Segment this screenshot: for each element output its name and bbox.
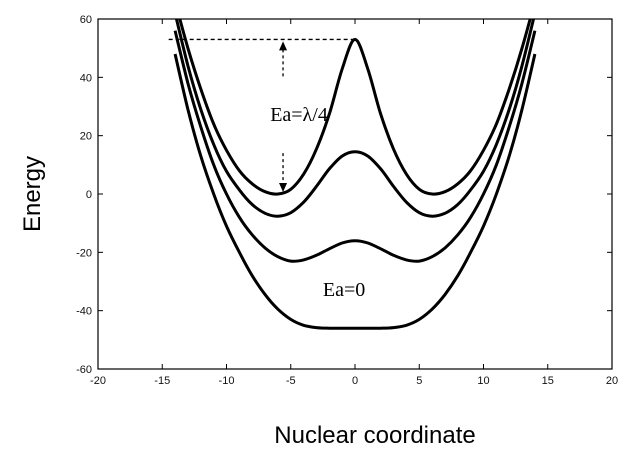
- arrow-head-up: [279, 41, 288, 51]
- energy-curve-1: [178, 19, 532, 196]
- x-tick-label: 5: [416, 375, 422, 387]
- x-tick-label: 20: [606, 375, 618, 387]
- y-tick-label: -20: [76, 247, 92, 259]
- energy-curve-4: [173, 53, 537, 330]
- x-tick-label: -20: [90, 375, 106, 387]
- x-tick-label: -10: [219, 375, 235, 387]
- x-tick-label: 0: [352, 375, 358, 387]
- x-axis-ticks: -20 -15 -10 -5 0 5 10 15 20: [90, 19, 618, 387]
- plot-frame: [97, 18, 613, 370]
- y-tick-label: 20: [80, 131, 92, 143]
- y-axis-ticks: -60 -40 -20 0 20 40 60: [76, 14, 612, 376]
- y-axis-title: Energy: [19, 156, 46, 232]
- plot-border: [97, 18, 613, 370]
- y-tick-label: 60: [80, 14, 92, 26]
- energy-curve-3: [173, 30, 537, 263]
- y-tick-label: 0: [86, 189, 92, 201]
- annotations: Ea=λ/4 Ea=0: [270, 104, 365, 301]
- x-axis-title: Nuclear coordinate: [274, 422, 475, 449]
- annotation-2: Ea=0: [323, 279, 365, 301]
- x-tick-label: 15: [542, 375, 554, 387]
- y-tick-label: 40: [80, 72, 92, 84]
- energy-curve-2: [174, 19, 536, 218]
- annotation-1: Ea=λ/4: [270, 104, 328, 126]
- x-tick-label: 10: [477, 375, 489, 387]
- y-tick-label: -40: [76, 306, 92, 318]
- curves-group: [173, 19, 537, 330]
- x-tick-label: -5: [286, 375, 296, 387]
- y-tick-label: -60: [76, 364, 92, 376]
- barrier-arrow: [168, 38, 355, 192]
- arrow-head-down: [279, 183, 288, 192]
- x-tick-label: -15: [154, 375, 170, 387]
